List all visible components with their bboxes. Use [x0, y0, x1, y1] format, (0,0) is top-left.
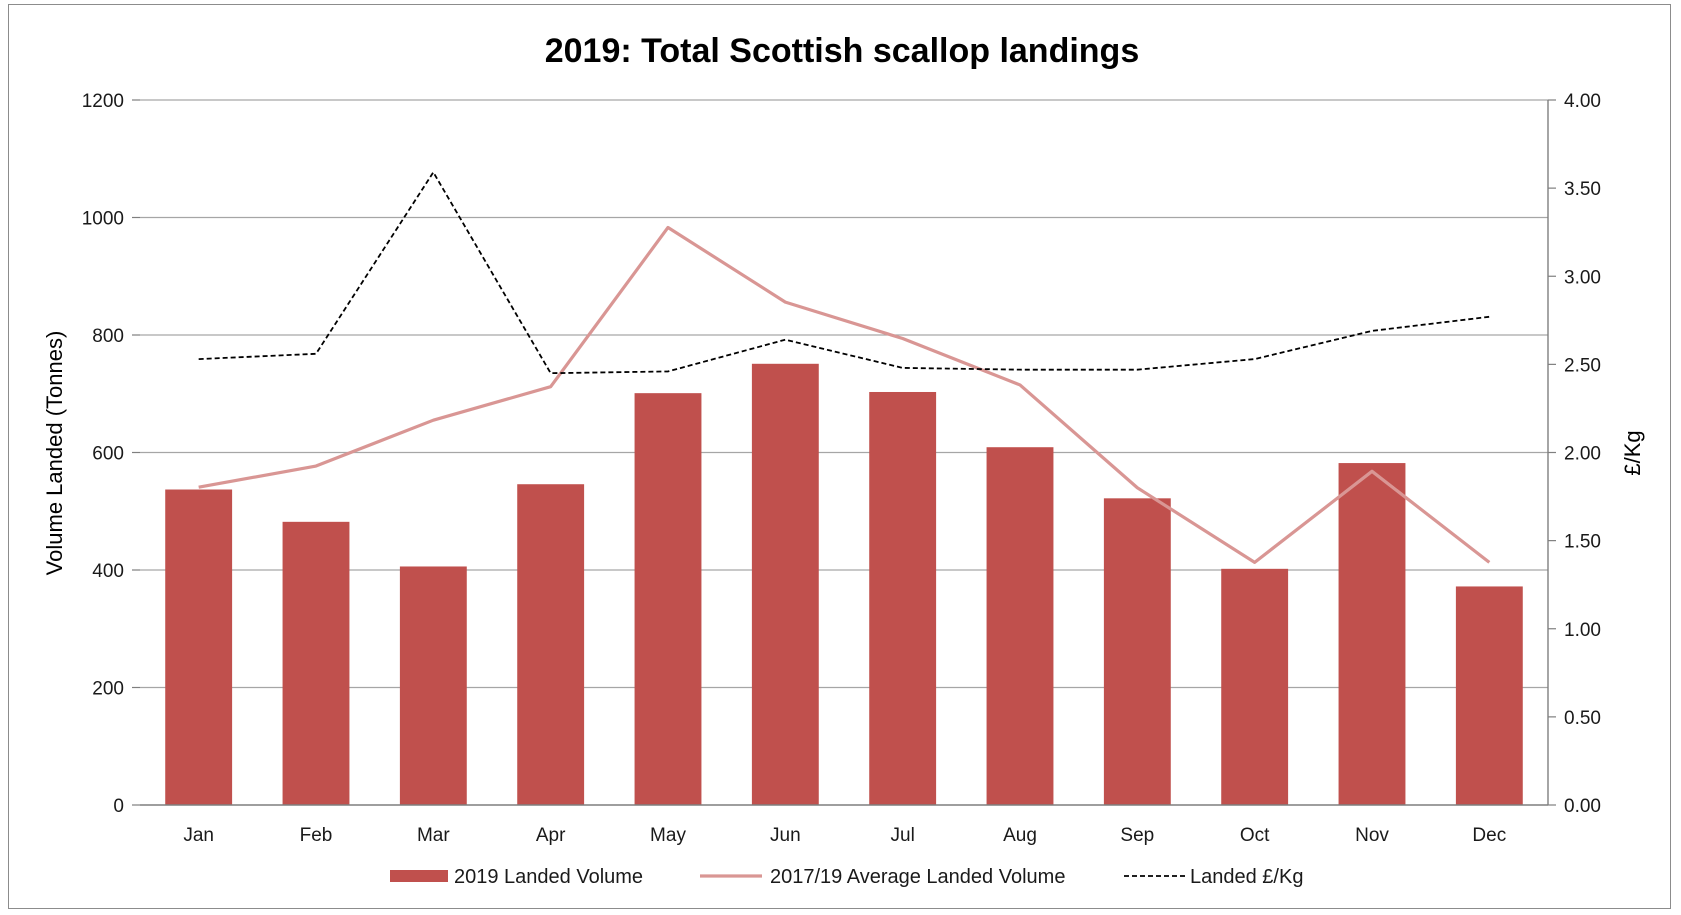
y-axis-label: Volume Landed (Tonnes) — [42, 331, 67, 576]
y-axis-ticks: 0 200 400 600 800 1000 1200 — [82, 91, 124, 817]
bar — [517, 484, 585, 805]
bar — [282, 521, 350, 805]
y-tick-label: 200 — [92, 679, 124, 700]
y2-tick-label: 2.00 — [1564, 444, 1601, 465]
bar — [751, 363, 819, 805]
bar — [986, 447, 1054, 805]
y2-tick-label: 3.00 — [1564, 267, 1601, 288]
x-axis-ticks: Jan Feb Mar Apr May Jun Jul Aug Sep Oct Nov Dec — [183, 825, 1506, 846]
legend-label: 2017/19 Average Landed Volume — [770, 866, 1065, 888]
y-tick-label: 400 — [92, 561, 124, 582]
x-tick-label: Apr — [536, 825, 566, 846]
legend: 2019 Landed Volume 2017/19 Average Landed… — [390, 866, 1303, 888]
y-tick-label: 1000 — [82, 209, 124, 230]
bar — [634, 393, 702, 805]
gridlines — [140, 99, 1548, 689]
y2-tick-label: 1.50 — [1564, 532, 1601, 553]
x-tick-label: Dec — [1472, 825, 1506, 846]
y-tick-label: 0 — [113, 796, 124, 817]
bar — [1221, 568, 1289, 805]
axes — [132, 99, 1556, 806]
x-tick-label: Nov — [1355, 825, 1389, 846]
x-tick-label: Jan — [183, 825, 214, 846]
bar-series — [165, 363, 1523, 805]
bar — [869, 391, 937, 805]
y2-tick-label: 4.00 — [1564, 91, 1601, 112]
y-tick-label: 800 — [92, 326, 124, 347]
y2-tick-label: 2.50 — [1564, 355, 1601, 376]
y2-tick-label: 0.50 — [1564, 708, 1601, 729]
bar — [1338, 463, 1406, 805]
bar — [399, 566, 467, 805]
chart-title: 2019: Total Scottish scallop landings — [545, 32, 1140, 70]
y2-tick-label: 0.00 — [1564, 796, 1601, 817]
x-tick-label: Jun — [770, 825, 801, 846]
y2-axis-ticks: 0.00 0.50 1.00 1.50 2.00 2.50 3.00 3.50 4.00 — [1564, 91, 1601, 817]
avg-volume-line — [198, 225, 1491, 564]
price-line — [198, 170, 1490, 375]
y-tick-label: 1200 — [82, 91, 124, 112]
x-tick-label: Feb — [300, 825, 333, 846]
y2-tick-label: 1.00 — [1564, 620, 1601, 641]
y2-axis-label: £/Kg — [1620, 430, 1645, 475]
x-tick-label: May — [650, 825, 686, 846]
legend-label: 2019 Landed Volume — [454, 866, 643, 888]
x-tick-label: Mar — [417, 825, 450, 846]
x-tick-label: Oct — [1240, 825, 1270, 846]
x-tick-label: Aug — [1003, 825, 1037, 846]
bar — [165, 489, 233, 805]
x-tick-label: Jul — [891, 825, 915, 846]
bar — [1455, 586, 1523, 805]
legend-label: Landed £/Kg — [1190, 866, 1303, 888]
bar — [1103, 498, 1171, 805]
y-tick-label: 600 — [92, 444, 124, 465]
x-tick-label: Sep — [1120, 825, 1154, 846]
y2-tick-label: 3.50 — [1564, 179, 1601, 200]
line-series — [198, 170, 1491, 564]
legend-swatch-bar — [390, 870, 448, 882]
